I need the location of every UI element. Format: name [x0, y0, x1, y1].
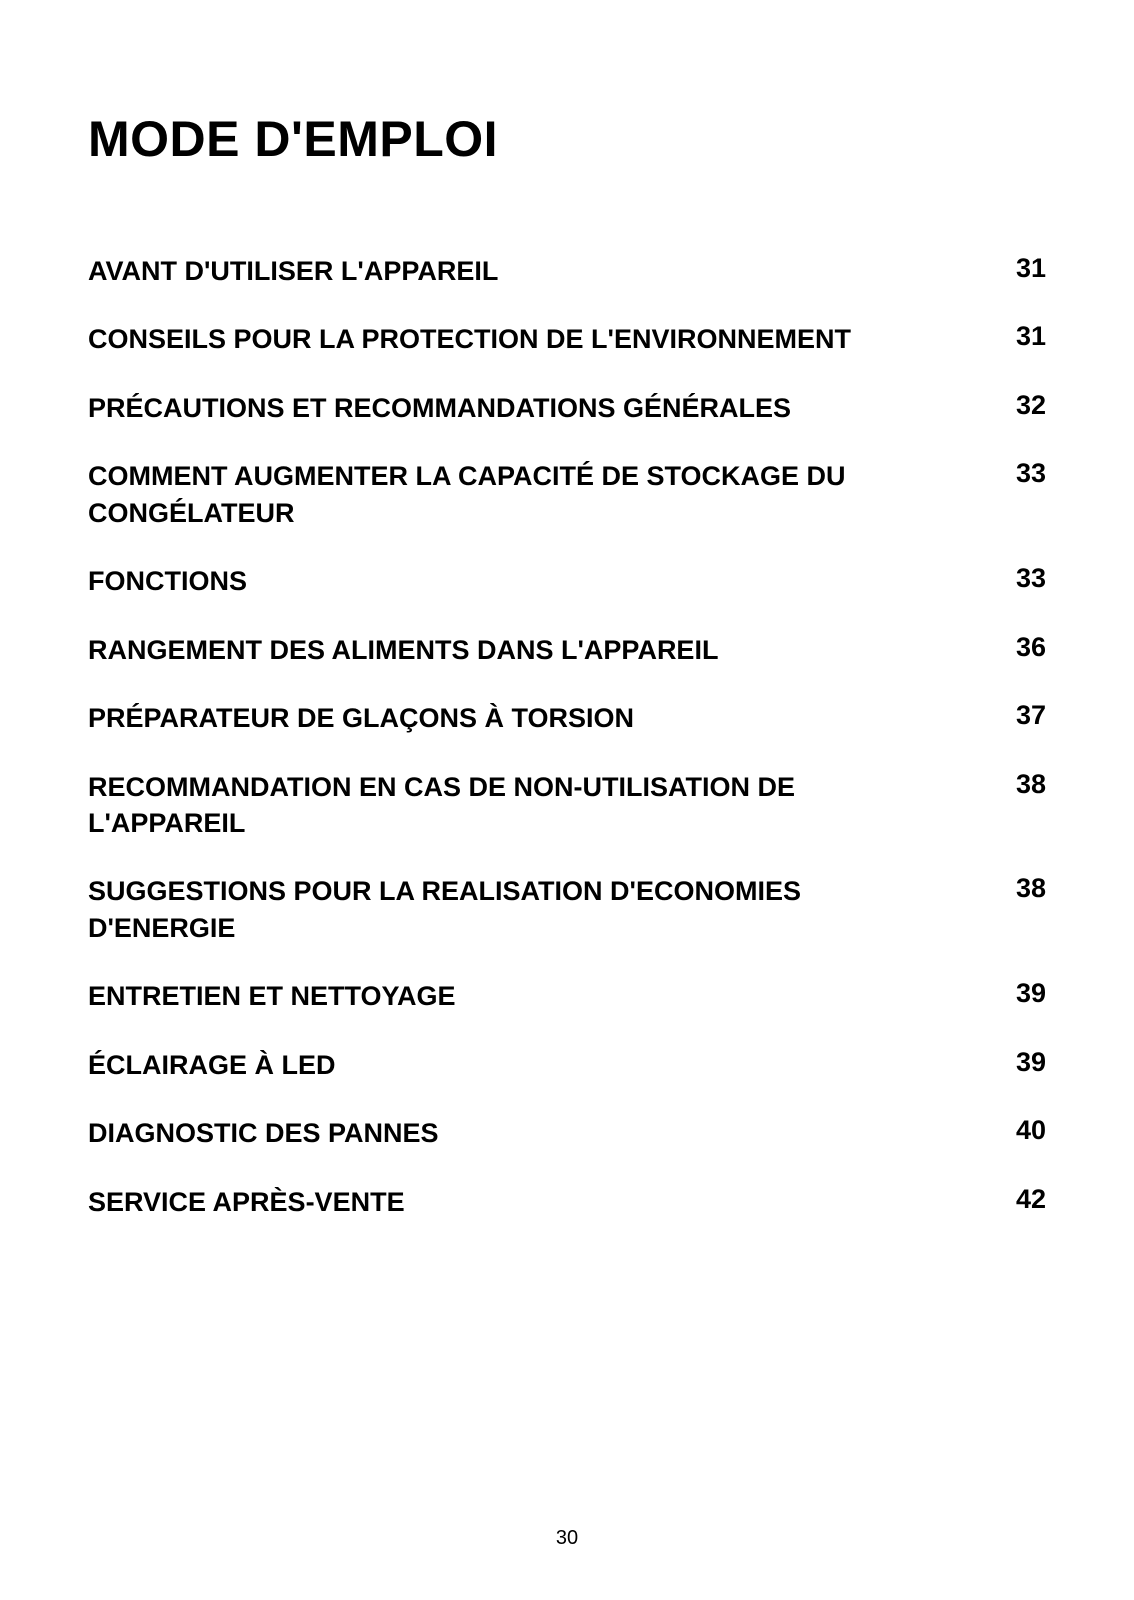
toc-page-number: 33 — [1016, 563, 1046, 594]
toc-page-number: 38 — [1016, 873, 1046, 904]
toc-item: PRÉCAUTIONS ET RECOMMANDATIONS GÉNÉRALES… — [88, 390, 1046, 426]
toc-label: SERVICE APRÈS-VENTE — [88, 1184, 405, 1220]
toc-item: RECOMMANDATION EN CAS DE NON-UTILISATION… — [88, 769, 1046, 842]
toc-label: ÉCLAIRAGE À LED — [88, 1047, 336, 1083]
toc-page-number: 40 — [1016, 1115, 1046, 1146]
toc-label: FONCTIONS — [88, 563, 247, 599]
toc-item: ÉCLAIRAGE À LED 39 — [88, 1047, 1046, 1083]
page-number: 30 — [0, 1527, 1134, 1550]
toc-item: SERVICE APRÈS-VENTE 42 — [88, 1184, 1046, 1220]
toc-page-number: 39 — [1016, 978, 1046, 1009]
toc-label: DIAGNOSTIC DES PANNES — [88, 1115, 439, 1151]
toc-label: AVANT D'UTILISER L'APPAREIL — [88, 253, 498, 289]
toc-page-number: 36 — [1016, 632, 1046, 663]
toc-item: DIAGNOSTIC DES PANNES 40 — [88, 1115, 1046, 1151]
toc-label: PRÉPARATEUR DE GLAÇONS À TORSION — [88, 700, 634, 736]
toc-item: ENTRETIEN ET NETTOYAGE 39 — [88, 978, 1046, 1014]
toc-label: RANGEMENT DES ALIMENTS DANS L'APPAREIL — [88, 632, 718, 668]
toc-item: PRÉPARATEUR DE GLAÇONS À TORSION 37 — [88, 700, 1046, 736]
toc-item: CONSEILS POUR LA PROTECTION DE L'ENVIRON… — [88, 321, 1046, 357]
toc-page-number: 42 — [1016, 1184, 1046, 1215]
toc-page-number: 32 — [1016, 390, 1046, 421]
toc-page-number: 39 — [1016, 1047, 1046, 1078]
toc-item: COMMENT AUGMENTER LA CAPACITÉ DE STOCKAG… — [88, 458, 1046, 531]
table-of-contents: AVANT D'UTILISER L'APPAREIL 31 CONSEILS … — [88, 253, 1046, 1220]
toc-page-number: 31 — [1016, 253, 1046, 284]
toc-item: SUGGESTIONS POUR LA REALISATION D'ECONOM… — [88, 873, 1046, 946]
toc-item: FONCTIONS 33 — [88, 563, 1046, 599]
toc-page-number: 33 — [1016, 458, 1046, 489]
toc-label: CONSEILS POUR LA PROTECTION DE L'ENVIRON… — [88, 321, 851, 357]
toc-page-number: 37 — [1016, 700, 1046, 731]
toc-item: AVANT D'UTILISER L'APPAREIL 31 — [88, 253, 1046, 289]
toc-label: ENTRETIEN ET NETTOYAGE — [88, 978, 456, 1014]
toc-label: COMMENT AUGMENTER LA CAPACITÉ DE STOCKAG… — [88, 458, 908, 531]
page-title: MODE D'EMPLOI — [88, 110, 1046, 168]
toc-page-number: 38 — [1016, 769, 1046, 800]
toc-item: RANGEMENT DES ALIMENTS DANS L'APPAREIL 3… — [88, 632, 1046, 668]
toc-label: PRÉCAUTIONS ET RECOMMANDATIONS GÉNÉRALES — [88, 390, 791, 426]
toc-page-number: 31 — [1016, 321, 1046, 352]
toc-label: RECOMMANDATION EN CAS DE NON-UTILISATION… — [88, 769, 908, 842]
toc-label: SUGGESTIONS POUR LA REALISATION D'ECONOM… — [88, 873, 908, 946]
